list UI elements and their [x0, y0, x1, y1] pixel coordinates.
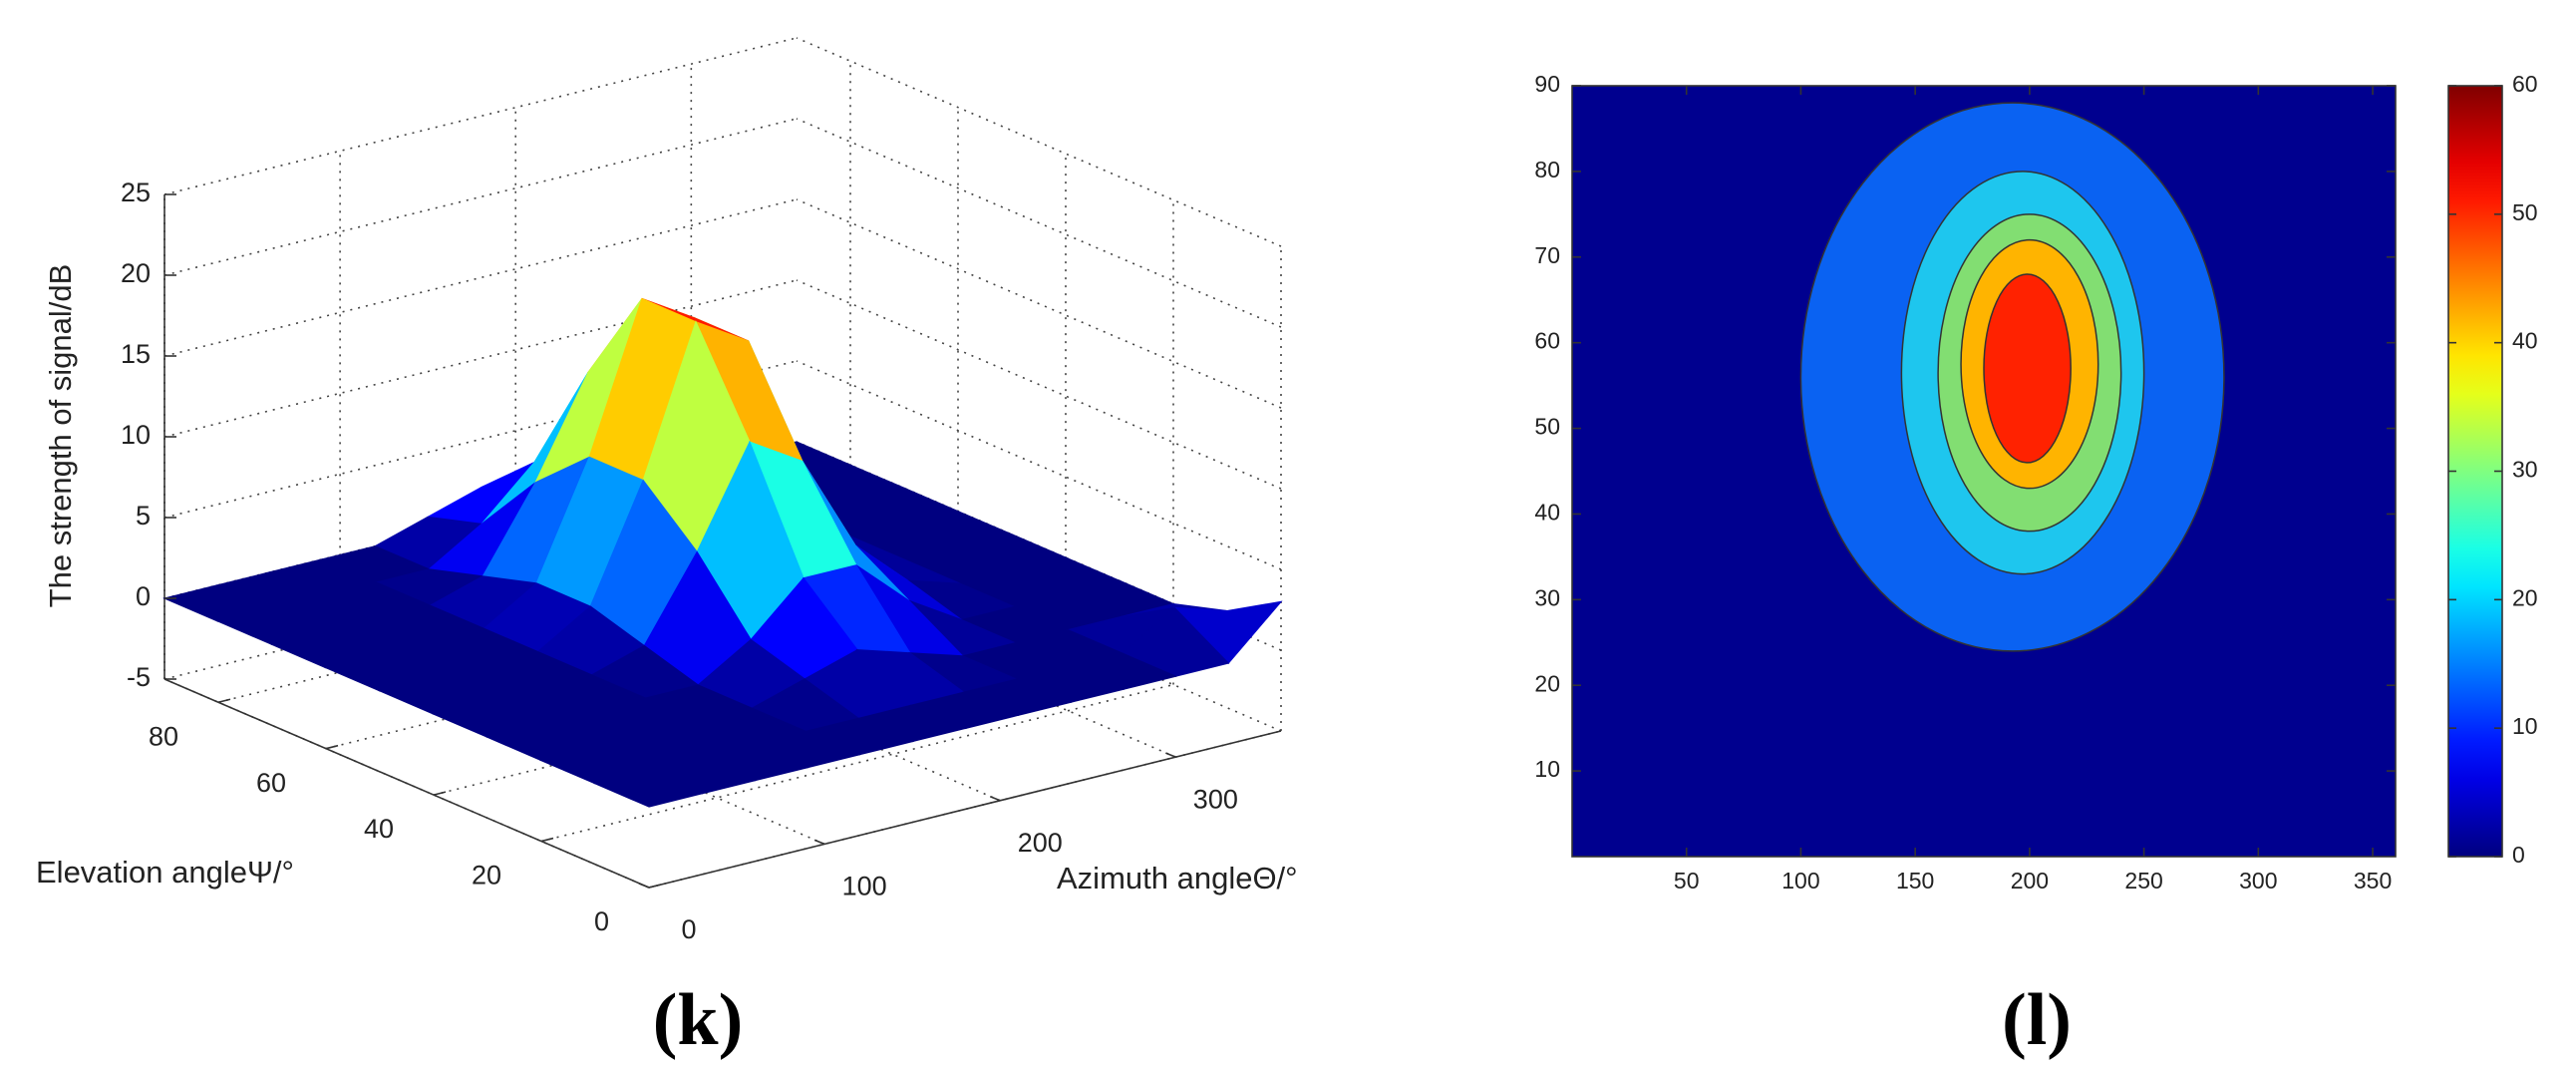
y-tick-label: 50	[1534, 414, 1560, 440]
azimuth-tick-label: 200	[1018, 828, 1063, 858]
elevation-tick-label: 20	[472, 861, 501, 891]
plot-frame	[1571, 85, 2397, 858]
colorbar-tick-label: 60	[2512, 71, 2538, 97]
wall-grid-line	[163, 279, 798, 438]
z-axis-label: The strength of signal/dB	[43, 264, 78, 608]
azimuth-tick-label: 100	[842, 872, 887, 901]
elevation-tick-label: 80	[149, 721, 178, 751]
z-tick-label: 15	[121, 339, 151, 369]
x-tick-label: 50	[1674, 868, 1700, 894]
y-tick-label: 70	[1534, 242, 1560, 268]
z-tick-label: 0	[136, 581, 151, 611]
wall-grid-line	[163, 37, 798, 195]
elevation-tick	[648, 884, 662, 889]
azimuth-tick	[1165, 752, 1176, 758]
wall-grid-line	[796, 118, 1282, 328]
elevation-tick	[433, 791, 447, 796]
azimuth-tick	[813, 839, 825, 846]
y-tick-label: 30	[1534, 584, 1560, 610]
azimuth-tick	[638, 883, 650, 889]
x-tick-label: 350	[2354, 868, 2392, 894]
z-tick-label: 20	[121, 258, 151, 288]
surface-patch	[593, 770, 704, 808]
colorbar-tick-label: 20	[2512, 584, 2538, 610]
floor-grid-line	[540, 683, 1174, 843]
z-tick-label: -5	[127, 662, 151, 692]
z-tick-label: 10	[121, 420, 151, 450]
colorbar	[2447, 85, 2503, 858]
y-tick-label: 40	[1534, 500, 1560, 526]
elevation-tick	[540, 837, 554, 843]
x-tick-label: 300	[2239, 868, 2277, 894]
panel-label: (k)	[653, 979, 743, 1061]
colorbar-tick-label: 50	[2512, 199, 2538, 225]
y-tick-label: 10	[1534, 756, 1560, 782]
wall-grid-line	[796, 360, 1282, 570]
y-tick-label: 90	[1534, 71, 1560, 97]
elevation-axis	[163, 678, 650, 889]
wall-grid-line	[796, 198, 1282, 409]
azimuth-tick-label: 300	[1193, 784, 1238, 814]
elevation-tick	[325, 744, 339, 750]
azimuth-tick	[989, 796, 1001, 802]
z-tick-label: 5	[136, 501, 151, 531]
x-tick-label: 250	[2124, 868, 2162, 894]
elevation-tick-label: 40	[364, 814, 394, 844]
wall-grid-line	[163, 198, 798, 357]
azimuth-tick-label: 0	[681, 914, 696, 944]
y-tick-label: 80	[1534, 157, 1560, 182]
x-tick-label: 100	[1781, 868, 1819, 894]
azimuth-axis-label: Azimuth angleΘ/°	[1057, 861, 1298, 895]
contour-region	[1983, 273, 2072, 464]
x-tick-label: 200	[2011, 868, 2049, 894]
wall-grid-line	[796, 37, 1282, 247]
z-tick-label: 25	[121, 178, 151, 207]
elevation-axis-label: Elevation angleΨ/°	[36, 855, 294, 890]
y-tick-label: 20	[1534, 670, 1560, 696]
elevation-tick	[217, 698, 231, 703]
x-tick-label: 150	[1896, 868, 1934, 894]
colorbar-tick-label: 0	[2512, 842, 2525, 868]
colorbar-tick-label: 40	[2512, 328, 2538, 354]
y-tick-label: 60	[1534, 328, 1560, 354]
wall-grid-line	[796, 279, 1282, 490]
wall-grid-line	[163, 118, 798, 276]
panel-label: (l)	[2002, 979, 2072, 1061]
elevation-tick-label: 60	[256, 768, 286, 798]
colorbar-tick-label: 10	[2512, 713, 2538, 739]
elevation-tick-label: 0	[594, 906, 609, 936]
colorbar-tick-label: 30	[2512, 457, 2538, 483]
